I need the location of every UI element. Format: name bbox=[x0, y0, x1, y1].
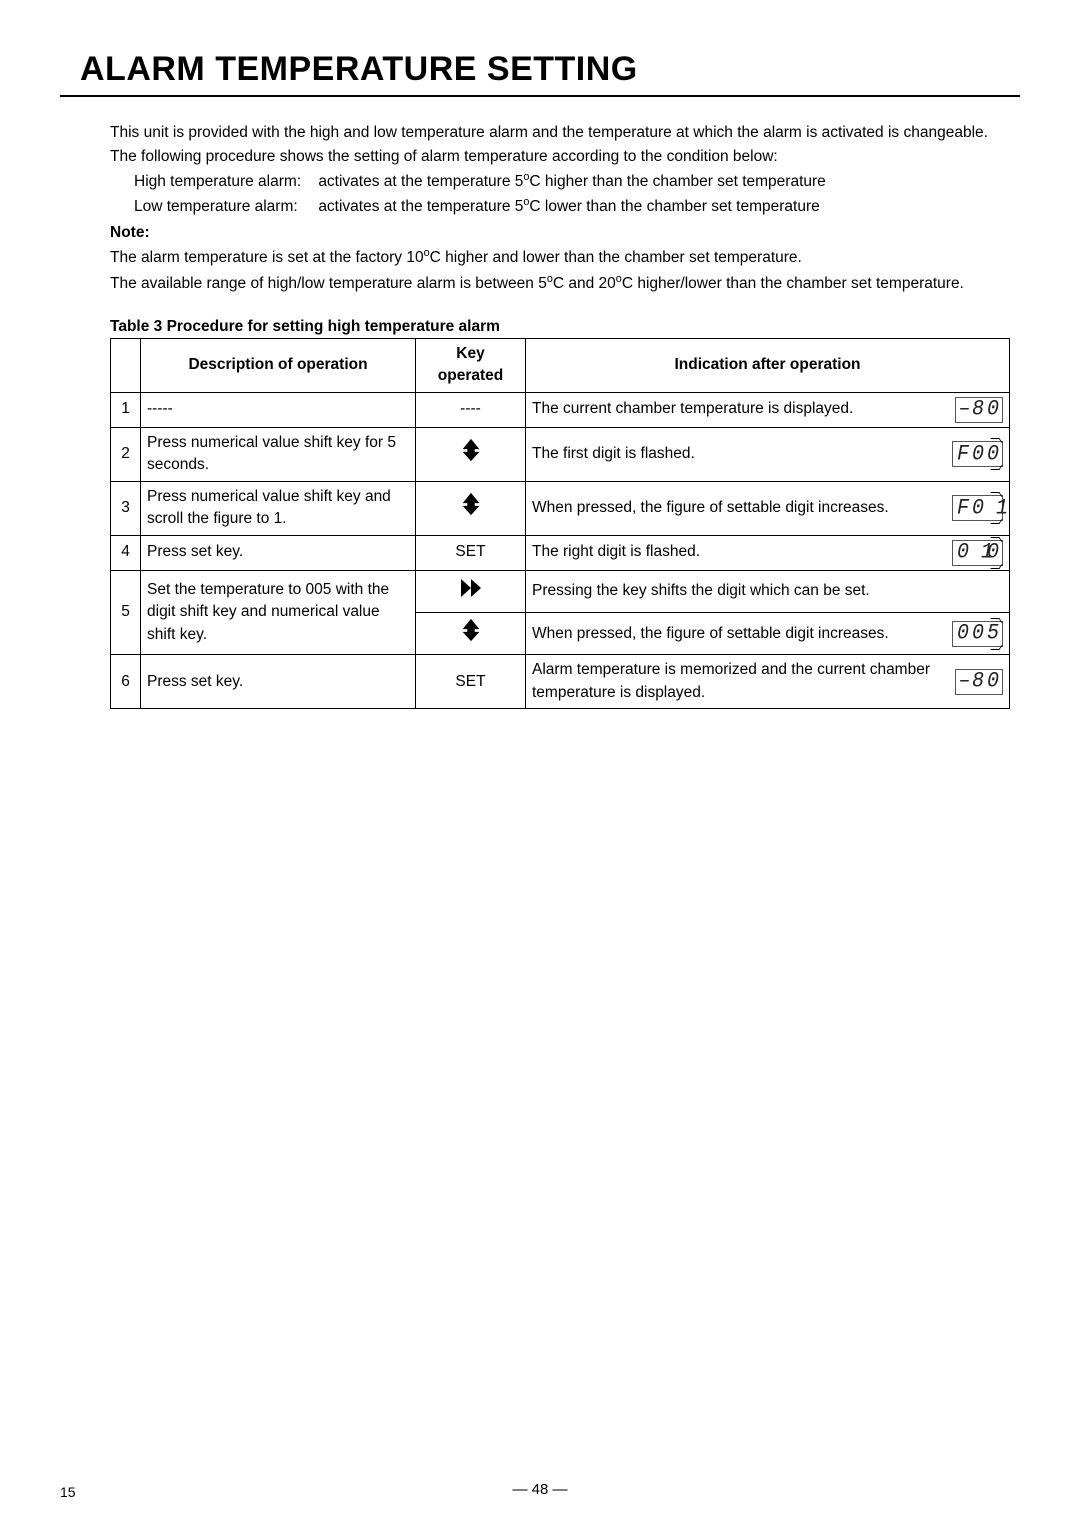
row-desc: Press set key. bbox=[141, 655, 416, 709]
intro-p1: This unit is provided with the high and … bbox=[110, 121, 1010, 145]
row-num: 4 bbox=[111, 535, 141, 570]
seg-display: –80 bbox=[955, 669, 1003, 695]
row-desc: Press set key. bbox=[141, 535, 416, 570]
ind-text: When pressed, the figure of settable dig… bbox=[532, 623, 944, 645]
row-key: SET bbox=[416, 655, 526, 709]
seg-display: F00 bbox=[952, 441, 1003, 467]
low-alarm-label: Low temperature alarm: bbox=[134, 195, 314, 219]
footer-center: ― 48 ― bbox=[0, 1481, 1080, 1498]
body-content: This unit is provided with the high and … bbox=[110, 121, 1010, 709]
row-desc: ----- bbox=[141, 392, 416, 427]
row-desc: Set the temperature to 005 with the digi… bbox=[141, 570, 416, 655]
ind-text: Alarm temperature is memorized and the c… bbox=[532, 659, 947, 704]
seg-display: F0 1 bbox=[952, 495, 1003, 521]
low-alarm-text: activates at the temperature 5oC lower t… bbox=[318, 198, 819, 215]
note-p1: The alarm temperature is set at the fact… bbox=[110, 245, 1010, 270]
row-num: 5 bbox=[111, 570, 141, 655]
th-num bbox=[111, 338, 141, 392]
up-arrow-icon bbox=[458, 617, 484, 643]
th-desc: Description of operation bbox=[141, 338, 416, 392]
row-num: 3 bbox=[111, 481, 141, 535]
th-key: Key operated bbox=[416, 338, 526, 392]
row-num: 1 bbox=[111, 392, 141, 427]
table-row: 1 ----- ---- The current chamber tempera… bbox=[111, 392, 1010, 427]
row-num: 2 bbox=[111, 427, 141, 481]
high-alarm-label: High temperature alarm: bbox=[134, 170, 314, 194]
row-ind: Alarm temperature is memorized and the c… bbox=[526, 655, 1010, 709]
table-header-row: Description of operation Key operated In… bbox=[111, 338, 1010, 392]
up-arrow-icon bbox=[458, 437, 484, 463]
ind-text: The current chamber temperature is displ… bbox=[532, 398, 947, 420]
row-desc: Press numerical value shift key and scro… bbox=[141, 481, 416, 535]
seg-display: 005 bbox=[952, 621, 1003, 647]
row-key bbox=[416, 481, 526, 535]
row-desc: Press numerical value shift key for 5 se… bbox=[141, 427, 416, 481]
fast-forward-icon bbox=[458, 575, 484, 601]
note-p2: The available range of high/low temperat… bbox=[110, 271, 1010, 296]
table-caption: Table 3 Procedure for setting high tempe… bbox=[110, 318, 1010, 336]
row-key: ---- bbox=[416, 392, 526, 427]
th-ind: Indication after operation bbox=[526, 338, 1010, 392]
high-alarm-text: activates at the temperature 5oC higher … bbox=[318, 173, 825, 190]
row-ind: Pressing the key shifts the digit which … bbox=[526, 570, 1010, 612]
row-key bbox=[416, 613, 526, 655]
high-alarm-line: High temperature alarm: activates at the… bbox=[134, 169, 1010, 194]
row-ind: When pressed, the figure of settable dig… bbox=[526, 613, 1010, 655]
row-ind: The right digit is flashed. 0 10 bbox=[526, 535, 1010, 570]
row-key bbox=[416, 570, 526, 612]
row-key: SET bbox=[416, 535, 526, 570]
table-row: 5 Set the temperature to 005 with the di… bbox=[111, 570, 1010, 612]
row-ind: The first digit is flashed. F00 bbox=[526, 427, 1010, 481]
ind-text: Pressing the key shifts the digit which … bbox=[532, 580, 1003, 602]
ind-text: The first digit is flashed. bbox=[532, 443, 944, 465]
row-ind: The current chamber temperature is displ… bbox=[526, 392, 1010, 427]
seg-display: 0 10 bbox=[952, 540, 1003, 566]
table-row: 3 Press numerical value shift key and sc… bbox=[111, 481, 1010, 535]
row-num: 6 bbox=[111, 655, 141, 709]
ind-text: When pressed, the figure of settable dig… bbox=[532, 497, 944, 519]
seg-display: –80 bbox=[955, 397, 1003, 423]
heading-rule bbox=[60, 95, 1020, 97]
table-row: 2 Press numerical value shift key for 5 … bbox=[111, 427, 1010, 481]
footer-left: 15 bbox=[60, 1484, 76, 1500]
page-title: ALARM TEMPERATURE SETTING bbox=[80, 50, 1020, 89]
row-key bbox=[416, 427, 526, 481]
table-row: 6 Press set key. SET Alarm temperature i… bbox=[111, 655, 1010, 709]
ind-text: The right digit is flashed. bbox=[532, 541, 944, 563]
table-row: 4 Press set key. SET The right digit is … bbox=[111, 535, 1010, 570]
note-heading: Note: bbox=[110, 221, 1010, 245]
procedure-table: Description of operation Key operated In… bbox=[110, 338, 1010, 710]
row-ind: When pressed, the figure of settable dig… bbox=[526, 481, 1010, 535]
intro-p2: The following procedure shows the settin… bbox=[110, 145, 1010, 169]
low-alarm-line: Low temperature alarm: activates at the … bbox=[134, 194, 1010, 219]
up-arrow-icon bbox=[458, 491, 484, 517]
